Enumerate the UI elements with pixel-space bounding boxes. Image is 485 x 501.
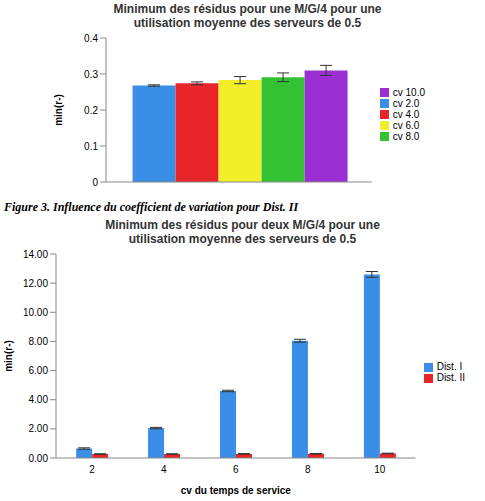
svg-text:6: 6 (233, 464, 239, 475)
svg-text:0.3: 0.3 (84, 69, 98, 80)
svg-text:4: 4 (161, 464, 167, 475)
svg-text:12.00: 12.00 (23, 278, 48, 289)
svg-text:8: 8 (305, 464, 311, 475)
html-text:Figure 3. Influence du coeffic: Figure 3. Influence du coefficient de va… (4, 200, 299, 214)
svg-text:8.00: 8.00 (29, 336, 49, 347)
html-text:Dist. I: Dist. I (436, 361, 463, 372)
html-text:cv 4.0: cv 4.0 (392, 108, 420, 120)
html-text:cv 10.0: cv 10.0 (392, 86, 425, 98)
svg-text:0: 0 (92, 177, 98, 188)
svg-text:10: 10 (374, 464, 386, 475)
svg-text:0.1: 0.1 (84, 141, 98, 152)
html-text:Dist. II: Dist. II (436, 372, 465, 383)
html-text:cv 2.0: cv 2.0 (392, 97, 420, 109)
html-text:cv 8.0: cv 8.0 (392, 130, 420, 142)
svg-text:2: 2 (89, 464, 95, 475)
html-text:Minimum des résidus pour une M: Minimum des résidus pour une M/G/4 pour … (113, 2, 382, 30)
svg-text:0.2: 0.2 (84, 105, 98, 116)
svg-text:4.00: 4.00 (29, 394, 49, 405)
html-text:cv 6.0: cv 6.0 (392, 119, 420, 131)
svg-text:cv du temps de service: cv du temps de service (181, 485, 291, 496)
svg-text:14.00: 14.00 (23, 249, 48, 260)
html-text:Minimum des résidus pour deux: Minimum des résidus pour deux M/G/4 pour… (105, 218, 380, 246)
svg-text:min(r-): min(r-) (8, 340, 14, 372)
svg-text:0.00: 0.00 (29, 453, 49, 464)
svg-text:10.00: 10.00 (23, 307, 48, 318)
svg-text:min(r-): min(r-) (53, 94, 64, 126)
svg-text:6.00: 6.00 (29, 365, 49, 376)
svg-text:0.4: 0.4 (84, 33, 98, 44)
svg-text:2.00: 2.00 (29, 423, 49, 434)
